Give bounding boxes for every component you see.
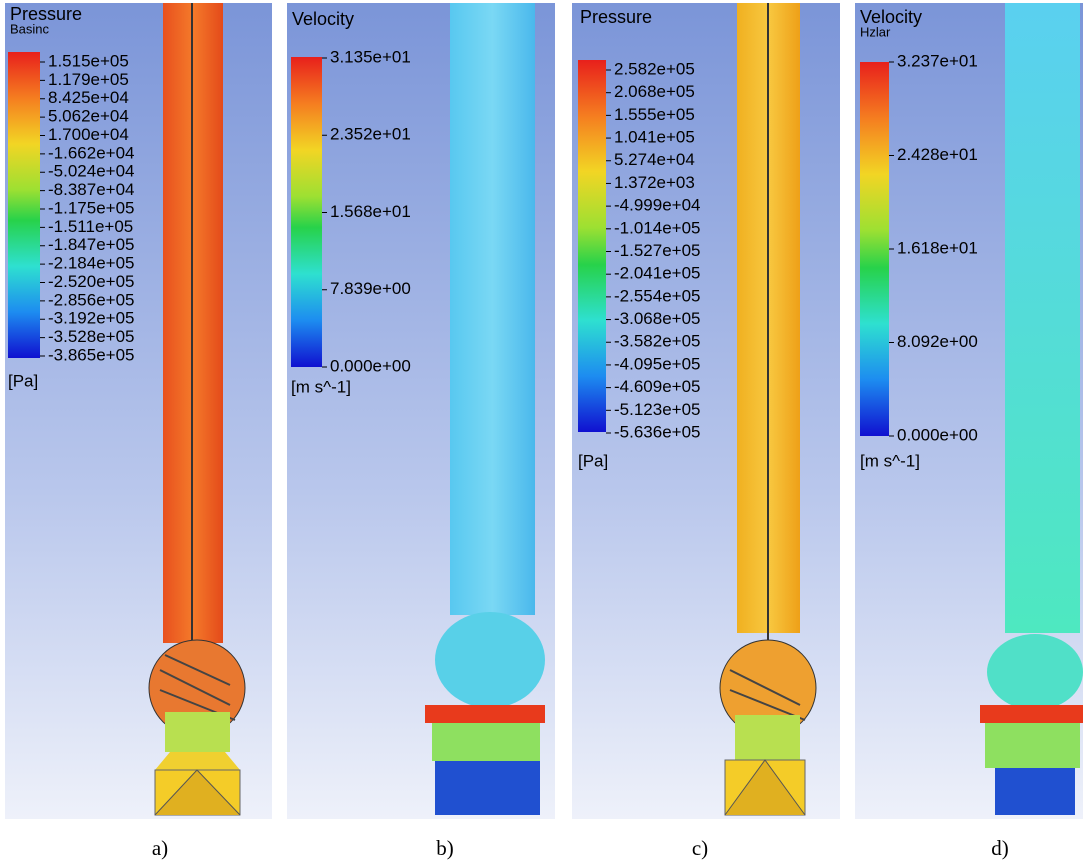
colorbar-label: 1.179e+05 [48, 70, 129, 89]
colorbar-label: 8.425e+04 [48, 88, 129, 107]
panel-caption: a) [152, 836, 168, 860]
panel-subtitle: Basinc [10, 21, 50, 36]
colorbar-label: 0.000e+00 [897, 425, 978, 444]
colorbar-label: -5.123e+05 [614, 400, 701, 419]
colorbar-label: -3.068e+05 [614, 309, 701, 328]
colorbar-unit: [m s^-1] [860, 451, 920, 470]
colorbar-label: -3.192e+05 [48, 309, 135, 328]
panel-subtitle: Hzlar [860, 24, 891, 39]
colorbar-label: -1.511e+05 [48, 217, 133, 236]
colorbar-label: -5.024e+04 [48, 162, 135, 181]
colorbar-label: -1.662e+04 [48, 143, 135, 162]
colorbar-unit: [m s^-1] [291, 377, 351, 396]
panel-caption: b) [436, 836, 454, 860]
colorbar-label: 3.135e+01 [330, 47, 411, 66]
colorbar-label: 1.515e+05 [48, 51, 129, 70]
colorbar-label: -8.387e+04 [48, 180, 135, 199]
colorbar [860, 62, 889, 436]
colorbar-label: 5.274e+04 [614, 150, 695, 169]
colorbar-unit: [Pa] [8, 371, 38, 390]
colorbar-label: 0.000e+00 [330, 356, 411, 375]
colorbar-label: -1.014e+05 [614, 218, 701, 237]
colorbar-label: -4.609e+05 [614, 377, 701, 396]
colorbar-label: 1.555e+05 [614, 105, 695, 124]
panel-title: Velocity [292, 9, 354, 29]
colorbar-label: 1.700e+04 [48, 125, 129, 144]
colorbar-label: -2.041e+05 [614, 264, 701, 283]
colorbar-label: 8.092e+00 [897, 332, 978, 351]
colorbar [291, 57, 322, 367]
colorbar-label: 7.839e+00 [330, 279, 411, 298]
panel-caption: d) [991, 836, 1009, 860]
colorbar-unit: [Pa] [578, 451, 608, 470]
colorbar-label: -2.856e+05 [48, 290, 135, 309]
colorbar-label: -3.582e+05 [614, 332, 701, 351]
colorbar-label: 3.237e+01 [897, 51, 978, 70]
panel-title: Pressure [580, 7, 652, 27]
colorbar-label: 2.068e+05 [614, 82, 695, 101]
colorbar-label: -5.636e+05 [614, 422, 701, 441]
colorbar-label: -2.520e+05 [48, 272, 135, 291]
colorbar-label: 5.062e+04 [48, 107, 129, 126]
colorbar [578, 60, 606, 432]
colorbar-label: -3.865e+05 [48, 345, 135, 364]
colorbar-label: -2.554e+05 [614, 286, 701, 305]
colorbar-label: 1.372e+03 [614, 173, 695, 192]
colorbar-label: -1.175e+05 [48, 198, 135, 217]
colorbar-label: -1.847e+05 [48, 235, 135, 254]
colorbar [8, 52, 40, 358]
colorbar-label: 2.428e+01 [897, 145, 978, 164]
colorbar-label: -4.095e+05 [614, 354, 701, 373]
colorbar-label: 2.582e+05 [614, 59, 695, 78]
colorbar-label: -1.527e+05 [614, 241, 701, 260]
figure: Pressure Basinc 1.515e+051.179e+058.425e+0… [0, 0, 1083, 867]
colorbar-label: -4.999e+04 [614, 196, 701, 215]
colorbar-label: 1.041e+05 [614, 128, 695, 147]
colorbar-label: 1.568e+01 [330, 202, 411, 221]
panel-caption: c) [692, 836, 708, 860]
colorbar-label: 2.352e+01 [330, 125, 411, 144]
colorbar-label: -2.184e+05 [48, 254, 135, 273]
colorbar-label: -3.528e+05 [48, 327, 135, 346]
colorbar-label: 1.618e+01 [897, 238, 978, 257]
